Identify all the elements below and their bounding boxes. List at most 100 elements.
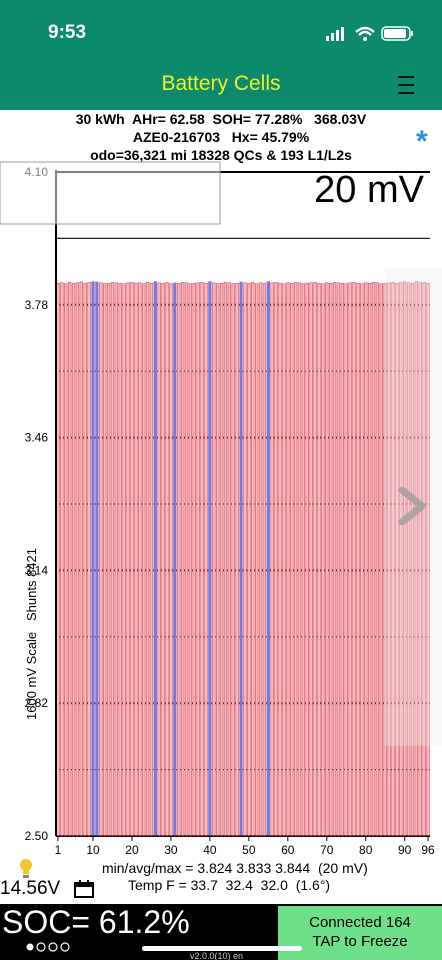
- x-tick-label: 80: [359, 843, 373, 857]
- cell-bar: [134, 282, 138, 837]
- zoom-label: 20 mV: [314, 169, 424, 211]
- menu-button[interactable]: [396, 70, 418, 100]
- cell-bar: [188, 283, 193, 837]
- cell-bar: [126, 282, 130, 837]
- zoom-box[interactable]: [0, 161, 221, 225]
- shunted-cell-bar: [208, 281, 212, 837]
- cell-bar: [282, 283, 286, 837]
- page-dot-active-icon: [26, 943, 34, 951]
- cell-bar: [184, 282, 189, 837]
- cell-bar: [227, 282, 232, 837]
- cell-bar: [344, 283, 348, 837]
- cell-bar: [216, 283, 220, 837]
- connected-status: Connected 164: [309, 914, 411, 931]
- cell-bar: [348, 282, 352, 837]
- cell-bar: [367, 282, 372, 837]
- star-icon[interactable]: *: [416, 125, 428, 158]
- cell-bar: [71, 282, 76, 837]
- cell-bar: [75, 282, 80, 837]
- cell-bar: [325, 282, 329, 837]
- shunted-cell-bar: [153, 281, 157, 837]
- cell-bar: [278, 282, 282, 837]
- cell-bar: [313, 282, 317, 837]
- status-icons: [326, 26, 413, 41]
- cell-bar: [231, 283, 235, 837]
- summary-line-3: odo=36,321 mi 18328 QCs & 193 L1/L2s: [90, 147, 352, 163]
- connection-freeze-button[interactable]: Connected 164 TAP to Freeze: [278, 906, 442, 960]
- menu-line-icon: [398, 92, 414, 94]
- x-tick-label: 20: [125, 843, 139, 857]
- page-indicator[interactable]: [26, 938, 86, 956]
- x-tick-label: 10: [86, 843, 100, 857]
- cell-bar: [161, 282, 165, 837]
- status-time: 9:53: [48, 22, 87, 43]
- cell-bar: [79, 281, 83, 837]
- page-dot-icon: [48, 942, 58, 952]
- cell-bar: [67, 282, 72, 837]
- nav-bar: Battery Cells: [0, 64, 442, 110]
- x-tick-label: 90: [398, 843, 412, 857]
- status-bar: 9:53: [0, 0, 442, 64]
- cell-stats: min/avg/max = 3.824 3.833 3.844 (20 mV): [102, 860, 368, 876]
- cell-bar: [169, 283, 173, 837]
- cell-bar: [99, 282, 103, 837]
- x-tick-label: 40: [203, 843, 217, 857]
- cell-bar: [122, 283, 126, 837]
- x-tick-label: 96: [421, 843, 435, 857]
- y-tick-label: 3.46: [25, 431, 49, 445]
- cell-bar: [212, 282, 216, 837]
- y-tick-label: 3.78: [25, 298, 49, 312]
- cell-bar: [243, 282, 247, 837]
- cell-bar: [262, 282, 267, 837]
- shunted-cell-bar: [173, 282, 177, 837]
- page-dot-icon: [36, 942, 46, 952]
- cell-bar: [110, 282, 115, 837]
- shunted-cell-bar: [266, 281, 270, 837]
- calendar-icon[interactable]: [74, 880, 94, 898]
- cell-bar: [223, 282, 228, 837]
- cell-bar: [364, 282, 368, 837]
- x-tick-label: 50: [242, 843, 256, 857]
- cell-bar: [145, 282, 150, 837]
- cell-bar: [177, 282, 181, 837]
- x-tick-label: 30: [164, 843, 178, 857]
- cell-bar: [87, 282, 91, 837]
- cell-bar: [258, 282, 263, 837]
- cell-bar: [352, 282, 356, 837]
- cell-bar: [305, 282, 309, 837]
- cell-bar: [138, 282, 142, 837]
- cell-bar: [130, 282, 134, 837]
- menu-line-icon: [398, 84, 414, 86]
- cell-bar: [60, 282, 64, 837]
- battery-summary: 30 kWh AHr= 62.58 SOH= 77.28% 368.03V AZ…: [0, 110, 442, 164]
- home-indicator[interactable]: [142, 946, 302, 951]
- cell-voltage-chart[interactable]: 4.103.783.463.142.822.501102030405060708…: [0, 160, 442, 860]
- cell-bar: [332, 282, 337, 837]
- state-of-charge: SOC= 61.2%: [2, 904, 190, 940]
- nav-title: Battery Cells: [161, 72, 281, 95]
- cell-bar: [274, 282, 278, 837]
- cell-bar: [235, 282, 239, 837]
- x-tick-label: 60: [281, 843, 295, 857]
- cell-bar: [329, 282, 333, 837]
- shunted-cell-bar: [239, 281, 243, 837]
- cell-bar: [165, 282, 169, 837]
- cell-bar: [371, 282, 376, 837]
- version-label: v2.0.0(10) en: [190, 951, 244, 960]
- cell-bar: [301, 283, 306, 837]
- aux-battery-voltage: 14.56V: [0, 878, 61, 899]
- cell-bar: [356, 282, 360, 837]
- cell-bar: [293, 282, 298, 837]
- cell-bar: [149, 282, 154, 837]
- summary-line-1: 30 kWh AHr= 62.58 SOH= 77.28% 368.03V: [75, 111, 367, 127]
- cell-bar: [180, 282, 185, 837]
- cell-bar: [114, 282, 119, 837]
- cell-bar: [309, 282, 313, 837]
- cell-bar: [118, 282, 122, 837]
- lightbulb-icon[interactable]: [18, 858, 34, 880]
- cell-bar: [192, 282, 196, 837]
- next-page-chevron-icon[interactable]: [385, 268, 442, 746]
- cell-bar: [64, 283, 68, 837]
- cell-bar: [157, 282, 161, 837]
- cell-bar: [321, 283, 325, 837]
